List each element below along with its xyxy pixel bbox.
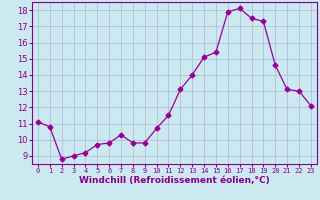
X-axis label: Windchill (Refroidissement éolien,°C): Windchill (Refroidissement éolien,°C) xyxy=(79,176,270,185)
